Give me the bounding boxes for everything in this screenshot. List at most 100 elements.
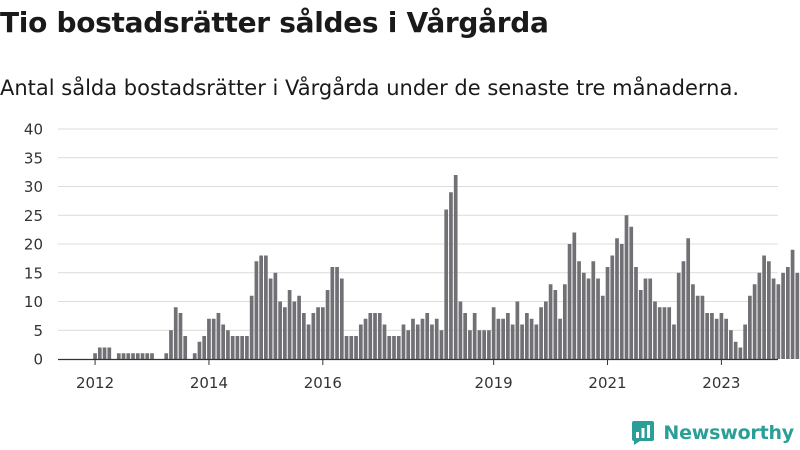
bar bbox=[515, 301, 520, 359]
bar bbox=[643, 278, 648, 359]
bar bbox=[600, 295, 605, 359]
bar bbox=[562, 284, 567, 359]
bar bbox=[387, 336, 392, 359]
bar bbox=[506, 313, 510, 359]
bar bbox=[785, 267, 790, 359]
bar bbox=[396, 336, 401, 359]
bar bbox=[567, 244, 572, 359]
bar bbox=[553, 290, 558, 359]
chart-title: Tio bostadsrätter såldes i Vårgårda bbox=[0, 6, 549, 39]
y-tick-label: 30 bbox=[24, 178, 43, 196]
bar bbox=[192, 353, 197, 359]
bar bbox=[468, 330, 472, 359]
bar bbox=[577, 261, 581, 359]
bar bbox=[729, 330, 733, 359]
bar bbox=[145, 353, 150, 359]
bar bbox=[439, 330, 444, 359]
bar bbox=[320, 307, 325, 359]
bar bbox=[297, 295, 301, 359]
bar bbox=[548, 284, 553, 359]
bar bbox=[283, 307, 287, 359]
bar bbox=[235, 336, 240, 359]
bar bbox=[121, 353, 126, 359]
bar bbox=[278, 301, 282, 359]
bar bbox=[169, 330, 173, 359]
bar bbox=[377, 313, 382, 359]
bar bbox=[453, 175, 458, 359]
x-tick-label: 2016 bbox=[304, 374, 342, 392]
bar bbox=[738, 347, 743, 359]
bar bbox=[520, 324, 524, 359]
bar bbox=[487, 330, 491, 359]
bar bbox=[415, 324, 420, 359]
bar bbox=[354, 336, 358, 359]
bar bbox=[534, 324, 539, 359]
bar bbox=[710, 313, 714, 359]
x-tick-label: 2012 bbox=[76, 374, 114, 392]
bar bbox=[529, 318, 534, 359]
bar bbox=[695, 295, 700, 359]
bar bbox=[292, 301, 297, 359]
bar bbox=[543, 301, 548, 359]
bar bbox=[306, 324, 311, 359]
bar bbox=[254, 261, 259, 359]
bar bbox=[211, 318, 216, 359]
bar bbox=[382, 324, 387, 359]
bar bbox=[463, 313, 468, 359]
x-tick-label: 2021 bbox=[588, 374, 626, 392]
bar bbox=[197, 341, 202, 359]
bar bbox=[752, 284, 757, 359]
newsworthy-logo-icon bbox=[632, 421, 655, 445]
bar bbox=[743, 324, 747, 359]
bar bbox=[245, 336, 249, 359]
bar bbox=[183, 336, 188, 359]
bar bbox=[733, 341, 738, 359]
bar bbox=[339, 278, 344, 359]
bar bbox=[434, 318, 439, 359]
bar bbox=[221, 324, 226, 359]
bar bbox=[150, 353, 154, 359]
bar bbox=[705, 313, 710, 359]
bar bbox=[686, 238, 691, 359]
bar bbox=[178, 313, 183, 359]
bar bbox=[610, 255, 615, 359]
bar bbox=[411, 318, 415, 359]
x-axis-ticks: 2012201420162019202120232025 bbox=[76, 359, 740, 392]
y-tick-label: 25 bbox=[24, 207, 43, 225]
bar bbox=[657, 307, 662, 359]
y-tick-label: 35 bbox=[24, 149, 43, 167]
bar bbox=[458, 301, 463, 359]
bar bbox=[676, 272, 681, 359]
bar bbox=[771, 278, 776, 359]
bar bbox=[491, 307, 496, 359]
bar bbox=[662, 307, 667, 359]
bar bbox=[477, 330, 482, 359]
bar bbox=[249, 295, 254, 359]
bar bbox=[373, 313, 377, 359]
bar bbox=[226, 330, 230, 359]
bar bbox=[268, 278, 273, 359]
y-tick-label: 15 bbox=[24, 264, 43, 282]
bar bbox=[330, 267, 335, 359]
bar bbox=[368, 313, 373, 359]
bar bbox=[344, 336, 349, 359]
y-tick-label: 5 bbox=[33, 322, 43, 340]
y-tick-label: 40 bbox=[24, 121, 43, 139]
bar bbox=[425, 313, 430, 359]
bar bbox=[525, 313, 529, 359]
y-tick-label: 0 bbox=[33, 351, 43, 369]
bar bbox=[719, 313, 724, 359]
x-tick-label: 2023 bbox=[702, 374, 740, 392]
bar bbox=[539, 307, 543, 359]
bar bbox=[681, 261, 686, 359]
bar bbox=[230, 336, 235, 359]
bar bbox=[131, 353, 135, 359]
bar bbox=[202, 336, 207, 359]
bar bbox=[510, 324, 515, 359]
bar bbox=[93, 353, 97, 359]
bar bbox=[795, 272, 800, 359]
bar bbox=[767, 261, 771, 359]
bar bbox=[107, 347, 112, 359]
bar bbox=[790, 249, 795, 359]
brand-name: Newsworthy bbox=[663, 422, 794, 444]
